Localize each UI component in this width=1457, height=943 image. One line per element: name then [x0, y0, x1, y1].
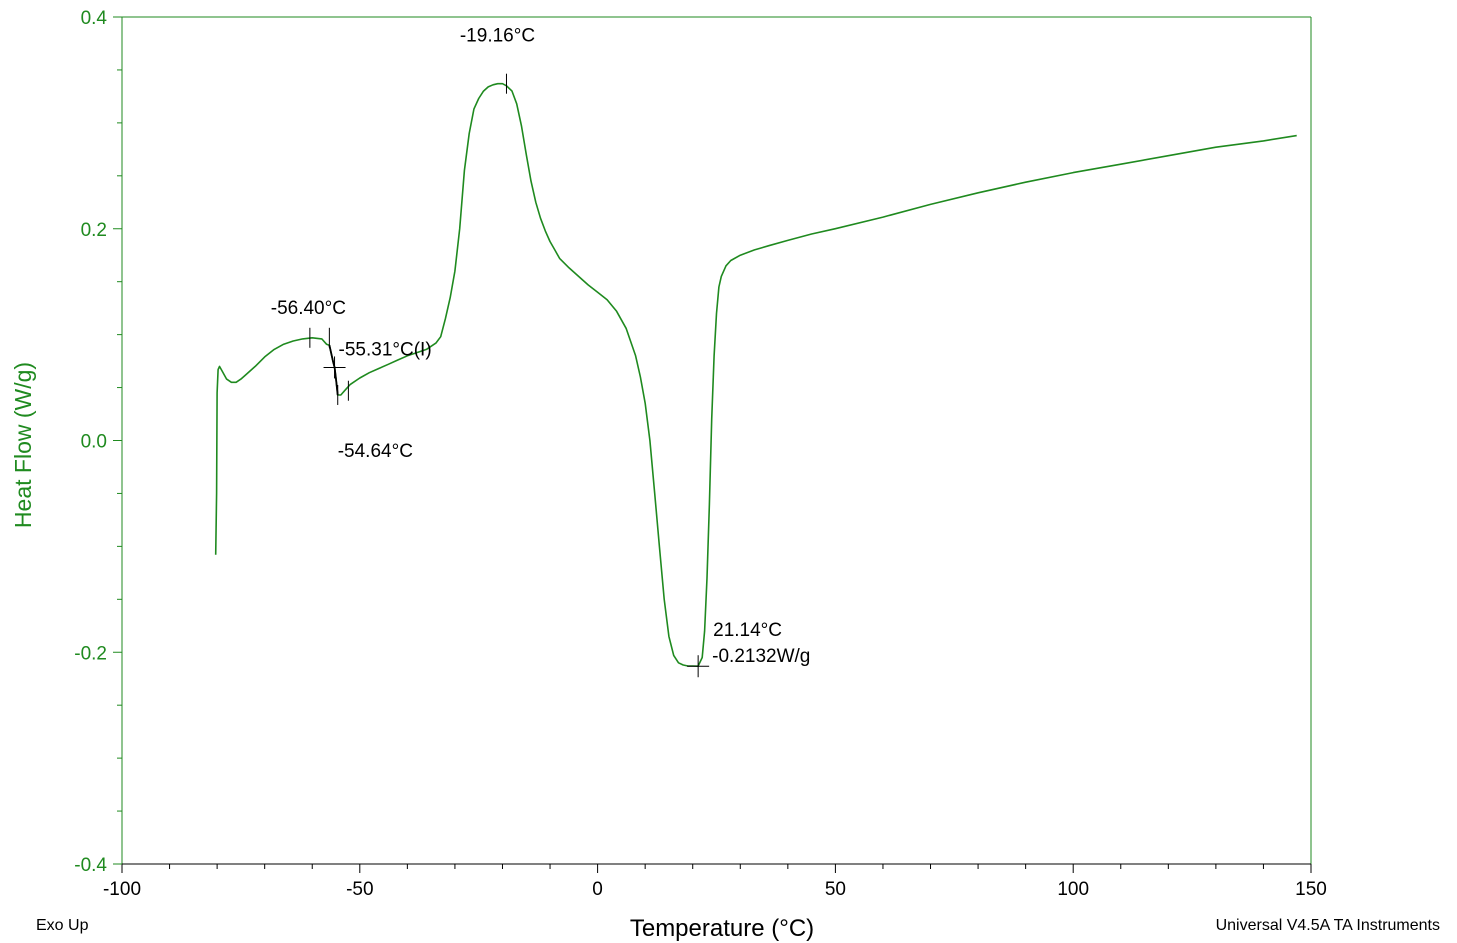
endo-peak-marker: [687, 655, 710, 678]
y-tick-label: -0.2: [74, 643, 107, 664]
software-credit: Universal V4.5A TA Instruments: [1216, 917, 1440, 934]
annot-onset: -56.40°C: [271, 298, 346, 319]
glass-transition-segment: [328, 345, 339, 396]
x-tick-label: 50: [825, 879, 846, 900]
x-tick-label: 100: [1057, 879, 1089, 900]
y-axis-label: Heat Flow (W/g): [10, 362, 36, 528]
heat-flow-curve: [214, 82, 1297, 668]
annot-exo-peak: -19.16°C: [460, 26, 535, 47]
annot-endo-peak-temp: 21.14°C: [713, 620, 782, 641]
midpoint-marker: [323, 356, 346, 379]
x-axis-label: Temperature (°C): [630, 915, 814, 942]
x-tick-label: 0: [592, 879, 603, 900]
x-tick-label: -50: [346, 879, 373, 900]
exo-up-note: Exo Up: [36, 917, 89, 934]
y-tick-label: -0.4: [74, 855, 107, 876]
annot-midpoint: -55.31°C(I): [339, 339, 432, 360]
x-tick-label: -100: [103, 879, 141, 900]
x-tick-label: 150: [1295, 879, 1327, 900]
y-tick-label: 0.0: [81, 432, 107, 453]
y-tick-label: 0.2: [81, 220, 107, 241]
y-tick-label: 0.4: [81, 8, 108, 29]
annot-endset: -54.64°C: [338, 441, 413, 462]
annot-endo-peak-value: -0.2132W/g: [712, 646, 810, 667]
